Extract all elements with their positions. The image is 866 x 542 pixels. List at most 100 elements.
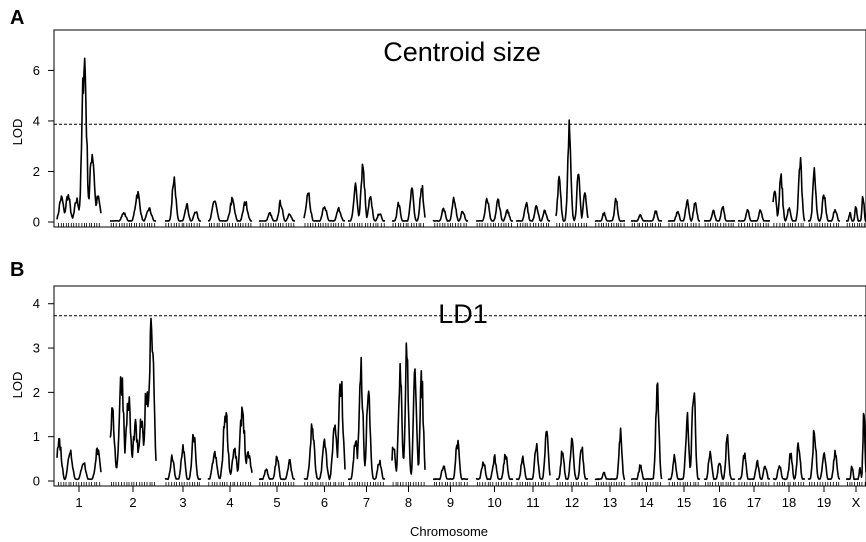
lod-curve-chr-18 — [772, 157, 806, 222]
marker-rug-chr-11 — [516, 482, 550, 486]
marker-rug-chr-1 — [58, 482, 101, 486]
panel-a: A Centroid size LOD 0 2 4 6 — [10, 7, 866, 230]
x-tick-label-chr-7: 7 — [363, 495, 370, 510]
marker-rug-chr-14 — [631, 223, 661, 227]
marker-rug-chr-12 — [556, 223, 587, 227]
lod-curve-chr-17 — [737, 452, 771, 481]
x-tick-label-chr-11: 11 — [526, 495, 540, 510]
plot-frame — [53, 285, 866, 487]
x-tick-label-chr-6: 6 — [321, 495, 328, 510]
lod-curve-chr-15 — [667, 199, 701, 222]
marker-rug-chr-13 — [595, 223, 625, 227]
marker-rug-chr-X — [847, 482, 866, 486]
x-tick-label-chr-14: 14 — [639, 495, 653, 510]
marker-rug-chr-19 — [808, 223, 839, 227]
lod-curve-chr-6 — [303, 192, 346, 222]
lod-curve-chr-14 — [630, 382, 663, 481]
lod-curve-chr-6 — [303, 380, 346, 481]
lod-curve-chr-X — [845, 195, 866, 222]
marker-rug-chr-15 — [668, 223, 700, 227]
lod-curve-chr-12 — [555, 119, 589, 222]
y-tick-label: 3 — [33, 341, 40, 356]
lod-curve-chr-11 — [515, 201, 551, 222]
lod-curve-chr-7 — [347, 163, 386, 222]
panel-a-y-axis-label: LOD — [10, 119, 25, 146]
marker-rug-chr-5 — [259, 223, 295, 227]
lod-curve-chr-5 — [258, 199, 296, 222]
marker-rug-chr-3 — [165, 482, 200, 486]
y-tick-label: 0 — [33, 215, 40, 230]
plot-frame — [53, 29, 866, 228]
marker-rug-chr-19 — [809, 482, 840, 486]
lod-curve-chr-5 — [258, 455, 296, 481]
x-tick-label-chr-18: 18 — [782, 495, 796, 510]
lod-curve-chr-16 — [703, 205, 736, 222]
lod-curve-chr-7 — [347, 356, 386, 481]
panel-b-title: LD1 — [438, 299, 488, 329]
marker-rug-chr-6 — [304, 482, 344, 486]
x-tick-label-chr-4: 4 — [226, 495, 233, 510]
x-tick-label-chr-19: 19 — [817, 495, 831, 510]
panel-a-title: Centroid size — [383, 37, 541, 67]
panel-b-y-axis-label: LOD — [10, 372, 25, 399]
y-tick-label: 6 — [33, 63, 40, 78]
marker-rug-chr-7 — [349, 223, 385, 227]
lod-curve-chr-12 — [555, 437, 589, 481]
lod-curve-chr-3 — [164, 176, 202, 222]
marker-rug-chr-7 — [349, 482, 384, 486]
marker-rug-chr-2 — [110, 223, 156, 227]
marker-rug-chr-3 — [165, 223, 200, 227]
y-tick-label: 2 — [33, 385, 40, 400]
x-tick-label-chr-3: 3 — [179, 495, 186, 510]
panel-b-letter: B — [10, 259, 24, 281]
lod-curve-chr-10 — [475, 453, 514, 481]
lod-curve-chr-2 — [109, 317, 157, 469]
marker-rug-chr-14 — [631, 482, 661, 486]
marker-rug-chr-15 — [668, 482, 699, 486]
lod-curve-chr-8 — [391, 184, 426, 222]
marker-rug-chr-1 — [58, 223, 100, 227]
x-tick-label-chr-X: X — [852, 495, 861, 510]
marker-rug-chr-13 — [596, 482, 625, 486]
marker-rug-chr-12 — [556, 482, 588, 486]
y-tick-label: 1 — [33, 429, 40, 444]
marker-rug-chr-9 — [434, 223, 467, 227]
marker-rug-chr-18 — [773, 223, 804, 227]
lod-curve-chr-16 — [703, 433, 736, 481]
marker-rug-chr-10 — [477, 482, 513, 486]
x-axis-label: Chromosome — [410, 524, 488, 539]
lod-curve-chr-X — [845, 412, 866, 481]
y-tick-label: 4 — [33, 296, 40, 311]
lod-curve-chr-13 — [594, 427, 626, 481]
lod-curve-chr-4 — [207, 196, 253, 222]
x-tick-label-chr-8: 8 — [405, 495, 412, 510]
lod-curve-chr-19 — [807, 429, 841, 481]
marker-rug-chr-16 — [705, 482, 735, 486]
x-tick-label-chr-13: 13 — [603, 495, 617, 510]
marker-rug-chr-16 — [704, 223, 734, 227]
lod-curve-chr-18 — [772, 442, 806, 481]
marker-rug-chr-10 — [476, 223, 512, 227]
lod-curve-chr-15 — [667, 392, 701, 481]
x-tick-label-chr-1: 1 — [75, 495, 82, 510]
lod-curve-chr-8 — [391, 342, 426, 475]
panel-a-plot: 0 2 4 6 — [33, 29, 866, 230]
marker-rug-chr-4 — [208, 482, 251, 486]
panel-a-letter: A — [10, 7, 24, 29]
lod-curve-chr-19 — [807, 167, 841, 222]
marker-rug-chr-9 — [434, 482, 468, 486]
marker-rug-chr-8 — [392, 482, 425, 486]
x-tick-label-chr-12: 12 — [565, 495, 579, 510]
lod-curve-chr-9 — [432, 439, 469, 481]
lod-curve-chr-11 — [515, 430, 551, 481]
x-tick-label-chr-17: 17 — [747, 495, 761, 510]
marker-rug-chr-X — [846, 223, 865, 227]
lod-curve-chr-4 — [207, 406, 253, 480]
lod-curve-chr-1 — [56, 57, 102, 220]
marker-rug-chr-6 — [304, 223, 345, 227]
marker-rug-chr-5 — [259, 482, 295, 486]
marker-rug-chr-11 — [517, 223, 549, 227]
